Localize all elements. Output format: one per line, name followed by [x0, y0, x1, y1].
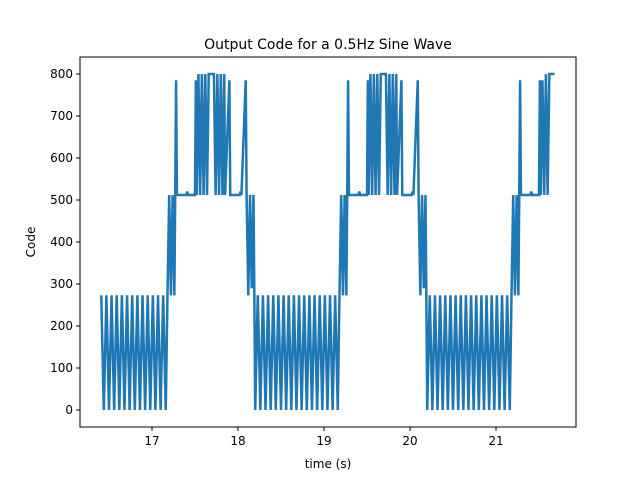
y-tick-label: 100 [50, 361, 73, 375]
y-tick-label: 200 [50, 319, 73, 333]
y-tick-label: 700 [50, 109, 73, 123]
x-tick-label: 21 [488, 434, 503, 448]
y-axis-label: Code [24, 227, 38, 258]
chart-title: Output Code for a 0.5Hz Sine Wave [204, 37, 452, 53]
x-axis-label: time (s) [305, 457, 352, 471]
x-tick-label: 20 [402, 434, 417, 448]
y-tick-label: 400 [50, 235, 73, 249]
x-tick-label: 19 [316, 434, 331, 448]
x-tick-label: 18 [230, 434, 245, 448]
y-tick-label: 600 [50, 151, 73, 165]
y-tick-label: 300 [50, 277, 73, 291]
y-tick-label: 800 [50, 67, 73, 81]
data-line [99, 72, 555, 411]
x-tick-label: 17 [144, 434, 159, 448]
y-tick-label: 0 [65, 403, 73, 417]
y-tick-label: 500 [50, 193, 73, 207]
